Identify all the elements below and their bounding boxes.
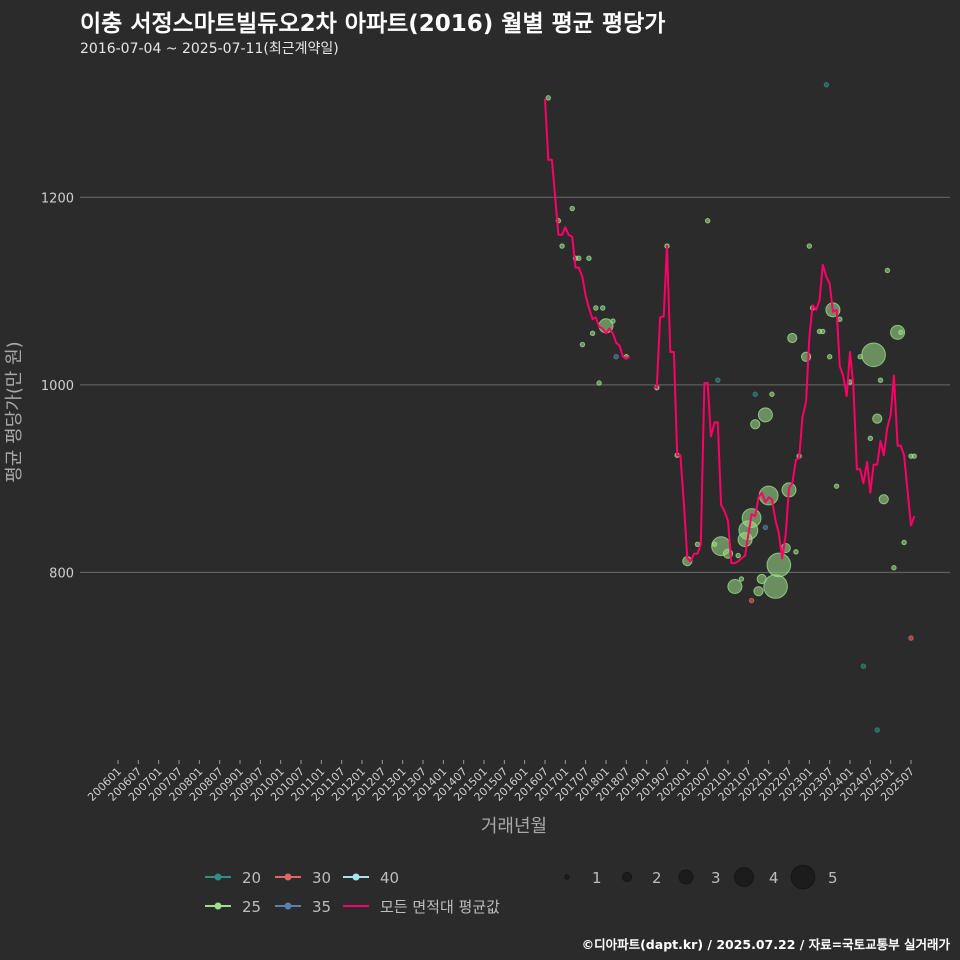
data-point (727, 579, 743, 594)
size-legend-label: 4 (769, 869, 779, 887)
data-point (872, 413, 883, 424)
data-point (884, 267, 891, 274)
data-point (787, 332, 798, 344)
size-legend-circle (678, 869, 694, 885)
data-point (752, 391, 758, 397)
data-point (877, 377, 884, 383)
legend-swatch-dot (284, 902, 292, 910)
data-point (715, 377, 721, 383)
legend-size: 1 2 3 4 5 (564, 864, 838, 890)
grid-lines (80, 196, 950, 573)
data-point (766, 552, 792, 578)
avg-line (653, 245, 916, 565)
data-point (911, 453, 917, 459)
data-point (901, 539, 907, 546)
data-point (763, 574, 788, 599)
data-point (738, 576, 745, 582)
data-point (757, 407, 773, 423)
data-point (908, 635, 914, 641)
data-point (878, 494, 889, 505)
data-point (576, 255, 582, 261)
legend-label: 모든 면적대 평균값 (380, 898, 500, 916)
legend-label: 20 (242, 869, 261, 887)
data-point (559, 243, 565, 249)
data-point (569, 205, 575, 212)
data-point (890, 324, 906, 340)
legend-swatch-dot (352, 873, 360, 881)
data-point (694, 541, 701, 547)
y-axis-ticks: 800 1000 1200 (41, 191, 74, 581)
chart-subtitle: 2016-07-04 ~ 2025-07-11(최근계약일) (80, 41, 339, 57)
data-point (589, 330, 596, 336)
y-tick-label: 1200 (41, 191, 74, 206)
data-point (860, 663, 867, 669)
data-point (874, 727, 880, 733)
x-axis-title: 거래년월 (481, 816, 547, 837)
size-legend-circle (734, 867, 754, 887)
size-legend-label: 5 (828, 869, 838, 887)
data-point (820, 328, 826, 335)
legend-label: 25 (242, 898, 261, 916)
size-legend-circle (790, 864, 816, 890)
legend-area: 20 30 40 25 35 모든 면적대 평균값 (205, 869, 500, 916)
legend-label: 30 (312, 869, 331, 887)
legend-swatch-dot (214, 873, 222, 881)
data-point (793, 549, 799, 555)
y-axis-title: 평균 평당가(만 원) (4, 341, 25, 482)
data-point (806, 243, 813, 249)
footer-credit: ©디아파트(dapt.kr) / 2025.07.22 / 자료=국토교통부 실… (581, 937, 950, 952)
legend-label: 35 (312, 898, 331, 916)
size-legend-circle (621, 871, 633, 883)
avg-line (544, 98, 631, 360)
legend-label: 40 (380, 869, 399, 887)
data-point (704, 218, 711, 224)
data-point (596, 380, 602, 386)
data-point (750, 419, 761, 430)
data-point (593, 305, 599, 311)
size-legend-circle (564, 874, 570, 880)
scatter-points (545, 82, 917, 733)
data-point (762, 524, 769, 531)
size-legend-label: 2 (652, 869, 662, 887)
data-point (735, 552, 741, 559)
data-point (837, 316, 843, 322)
data-point (826, 354, 833, 360)
data-point (861, 342, 886, 368)
data-point (610, 318, 616, 324)
data-point (898, 329, 904, 336)
data-point (769, 391, 775, 397)
y-tick-label: 800 (49, 566, 74, 581)
data-point (579, 341, 586, 348)
y-tick-label: 1000 (41, 379, 74, 394)
data-point (891, 565, 897, 571)
chart-title: 이충 서정스마트빌듀오2차 아파트(2016) 월별 평균 평당가 (80, 11, 666, 37)
size-legend-label: 3 (711, 869, 721, 887)
size-legend-label: 1 (592, 869, 602, 887)
legend-swatch-dot (214, 902, 222, 910)
data-point (823, 82, 830, 88)
data-point (600, 305, 606, 311)
data-point (833, 483, 840, 489)
data-point (613, 354, 619, 360)
x-axis-ticks: 2006012006072007012007072008012008072009… (85, 760, 917, 804)
data-point (586, 255, 592, 261)
data-point (867, 435, 874, 442)
data-point (545, 95, 551, 101)
data-point (753, 586, 764, 597)
legend-swatch-dot (284, 873, 292, 881)
data-point (748, 597, 755, 604)
avg-line-series (544, 98, 916, 565)
